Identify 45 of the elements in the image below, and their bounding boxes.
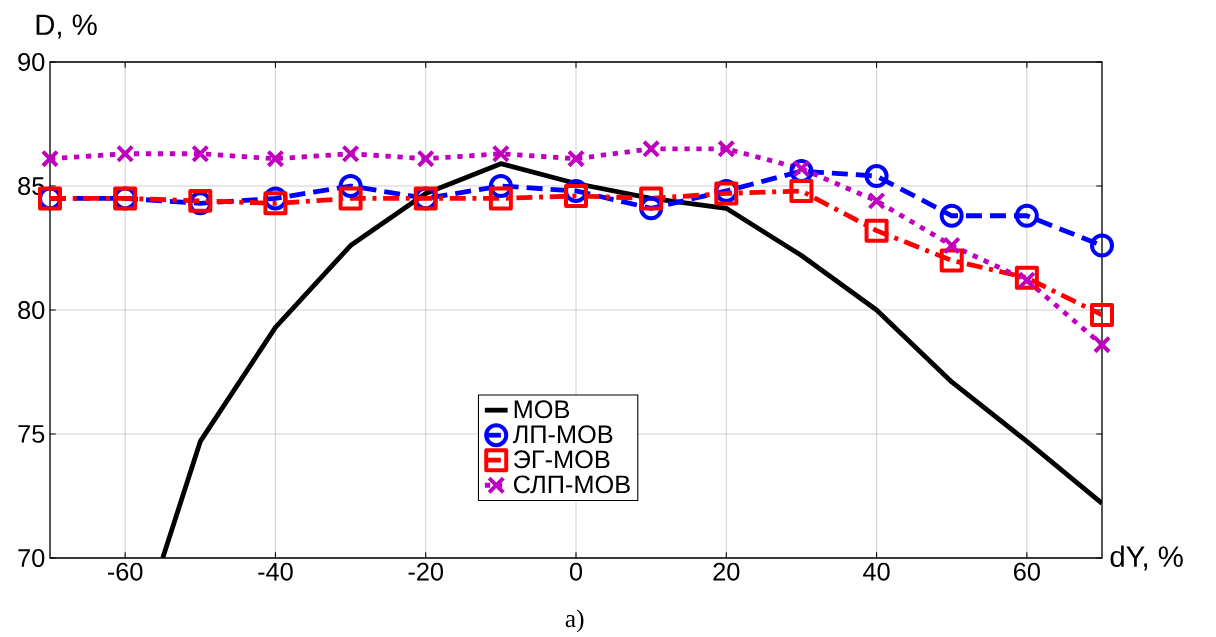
y-tick-label: 70 [18, 549, 45, 568]
point [341, 144, 360, 163]
point [939, 203, 964, 228]
point [1090, 303, 1114, 328]
point [1092, 335, 1112, 354]
point [639, 186, 664, 211]
point [789, 179, 814, 204]
x-tick-label: 60 [1014, 562, 1040, 581]
x-axis-title: dY, % [1110, 545, 1183, 571]
point [564, 184, 588, 209]
point [266, 149, 285, 168]
point [942, 236, 961, 255]
x-tick-label: -20 [408, 562, 444, 581]
point [1017, 271, 1036, 290]
point [263, 191, 288, 216]
y-axis-title: D, % [36, 14, 97, 39]
point [1014, 203, 1039, 228]
legend-label: ЭГ-МОВ [513, 450, 610, 469]
point [416, 149, 435, 168]
point [717, 139, 736, 158]
point [1014, 265, 1039, 290]
point [566, 149, 586, 168]
y-tick-label: 75 [18, 425, 45, 443]
legend-label: СЛП-МОВ [513, 475, 630, 494]
y-tick-label: 90 [18, 53, 45, 72]
point [642, 139, 661, 158]
legend-label: ЛП-МОВ [512, 425, 613, 444]
point [491, 144, 510, 163]
point [191, 144, 210, 163]
x-tick-label: 20 [713, 562, 740, 581]
x-tick-label: -60 [107, 562, 143, 581]
text: а) [565, 609, 584, 633]
x-tick-label: 40 [863, 562, 890, 581]
x-tick-label: -40 [258, 562, 293, 581]
point [338, 186, 363, 211]
point [488, 186, 513, 211]
point [864, 218, 889, 243]
point [864, 164, 889, 189]
legend-label: МОВ [514, 400, 570, 419]
y-tick-label: 80 [18, 301, 45, 320]
x-tick-label: 0 [569, 562, 583, 581]
point [116, 144, 135, 163]
point [867, 191, 886, 211]
point [1090, 233, 1114, 258]
point [40, 149, 60, 168]
